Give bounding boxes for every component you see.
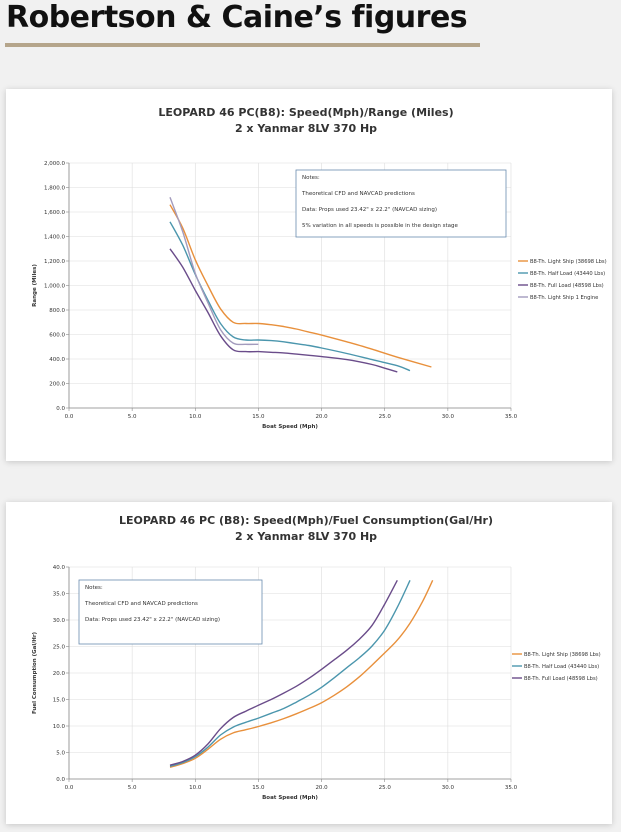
y-tick-label: 15.0: [53, 698, 66, 704]
title-underline: [5, 43, 480, 47]
x-tick-label: 0.0: [65, 414, 74, 420]
y-tick-label: 1,200.0: [44, 259, 65, 265]
x-tick-label: 25.0: [379, 414, 392, 420]
notes-box: [295, 169, 507, 238]
notes-line: 5% variation in all speeds is possible i…: [302, 223, 459, 229]
y-tick-label: 1,800.0: [44, 186, 65, 192]
y-tick-label: 2,000.0: [44, 161, 65, 167]
series-line: [169, 579, 398, 766]
legend-label: B8-Th. Half Load (43440 Lbs): [530, 271, 605, 277]
legend-label: B8-Th. Full Load (48598 Lbs): [524, 676, 598, 682]
x-tick-label: 35.0: [505, 785, 518, 791]
y-tick-label: 0.0: [56, 777, 65, 783]
chart-subtitle: 2 x Yanmar 8LV 370 Hp: [235, 530, 377, 543]
y-tick-label: 400.0: [49, 357, 65, 363]
x-axis-label: Boat Speed (Mph): [262, 424, 318, 430]
notes-line: Theoretical CFD and NAVCAD predictions: [301, 191, 415, 197]
y-tick-label: 1,000.0: [44, 284, 65, 290]
series-line: [169, 204, 432, 368]
notes-line: Notes:: [302, 175, 320, 181]
y-axis-label: Range (Miles): [32, 264, 38, 307]
x-axis-label: Boat Speed (Mph): [262, 795, 318, 801]
series-line: [169, 248, 398, 373]
y-tick-label: 20.0: [53, 671, 66, 677]
x-tick-label: 5.0: [128, 414, 137, 420]
x-tick-label: 10.0: [189, 414, 202, 420]
notes-box: [78, 579, 263, 645]
legend-label: B8-Th. Light Ship (38698 Lbs): [530, 259, 607, 265]
page-title: Robertson & Caine’s figures: [6, 0, 468, 35]
chart-title: LEOPARD 46 PC (B8): Speed(Mph)/Fuel Cons…: [119, 514, 493, 527]
y-tick-label: 35.0: [53, 592, 66, 598]
notes-line: Data: Props used 23.42" x 22.2" (NAVCAD …: [85, 617, 220, 623]
notes-line: Theoretical CFD and NAVCAD predictions: [84, 601, 198, 607]
y-tick-label: 5.0: [56, 751, 65, 757]
x-tick-label: 15.0: [252, 785, 265, 791]
fuel-chart-panel: LEOPARD 46 PC (B8): Speed(Mph)/Fuel Cons…: [6, 502, 612, 824]
x-tick-label: 30.0: [442, 414, 455, 420]
y-tick-label: 1,400.0: [44, 235, 65, 241]
legend-label: B8-Th. Half Load (43440 Lbs): [524, 664, 599, 670]
series-line: [169, 197, 259, 346]
y-tick-label: 10.0: [53, 724, 66, 730]
notes-line: Data: Props used 23.42" x 22.2" (NAVCAD …: [302, 207, 437, 213]
y-tick-label: 600.0: [49, 333, 65, 339]
fuel-chart: LEOPARD 46 PC (B8): Speed(Mph)/Fuel Cons…: [32, 514, 601, 801]
series-line: [169, 221, 411, 372]
x-tick-label: 5.0: [128, 785, 137, 791]
y-tick-label: 1,600.0: [44, 210, 65, 216]
range-chart: LEOPARD 46 PC(B8): Speed(Mph)/Range (Mil…: [32, 106, 607, 430]
series-line: [169, 579, 434, 768]
x-tick-label: 10.0: [189, 785, 202, 791]
x-tick-label: 0.0: [65, 785, 74, 791]
legend-label: B8-Th. Full Load (48598 Lbs): [530, 283, 604, 289]
y-tick-label: 30.0: [53, 618, 66, 624]
legend-label: B8-Th. Light Ship (38698 Lbs): [524, 652, 601, 658]
series-line: [169, 580, 411, 767]
y-tick-label: 25.0: [53, 645, 66, 651]
x-tick-label: 25.0: [379, 785, 392, 791]
chart-subtitle: 2 x Yanmar 8LV 370 Hp: [235, 122, 377, 135]
chart-title: LEOPARD 46 PC(B8): Speed(Mph)/Range (Mil…: [158, 106, 453, 119]
x-tick-label: 30.0: [442, 785, 455, 791]
notes-line: Notes:: [85, 585, 103, 591]
legend-label: B8-Th. Light Ship 1 Engine: [530, 295, 598, 301]
y-tick-label: 800.0: [49, 308, 65, 314]
y-tick-label: 40.0: [53, 565, 66, 571]
range-chart-panel: LEOPARD 46 PC(B8): Speed(Mph)/Range (Mil…: [6, 89, 612, 461]
x-tick-label: 35.0: [505, 414, 518, 420]
y-axis-label: Fuel Consumption (Gal/Hr): [32, 631, 38, 714]
x-tick-label: 20.0: [315, 785, 328, 791]
y-tick-label: 200.0: [49, 382, 65, 388]
x-tick-label: 15.0: [252, 414, 265, 420]
x-tick-label: 20.0: [315, 414, 328, 420]
y-tick-label: 0.0: [56, 406, 65, 412]
